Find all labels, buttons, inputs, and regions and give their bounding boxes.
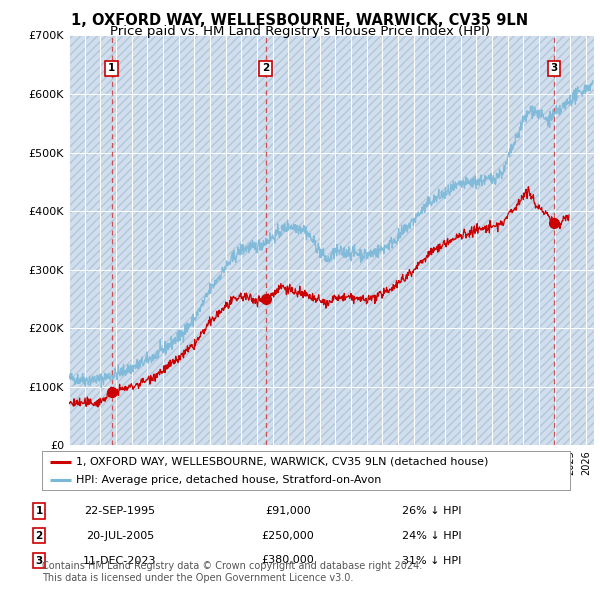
Text: Contains HM Land Registry data © Crown copyright and database right 2024.
This d: Contains HM Land Registry data © Crown c… [42, 561, 422, 583]
Text: 2: 2 [35, 531, 43, 540]
Text: 11-DEC-2023: 11-DEC-2023 [83, 556, 157, 565]
Text: 20-JUL-2005: 20-JUL-2005 [86, 531, 154, 540]
Text: 1: 1 [108, 63, 115, 73]
Text: Price paid vs. HM Land Registry's House Price Index (HPI): Price paid vs. HM Land Registry's House … [110, 25, 490, 38]
Text: £380,000: £380,000 [262, 556, 314, 565]
Text: 22-SEP-1995: 22-SEP-1995 [85, 506, 155, 516]
Text: HPI: Average price, detached house, Stratford-on-Avon: HPI: Average price, detached house, Stra… [76, 475, 382, 485]
Text: 2: 2 [262, 63, 269, 73]
Text: 1: 1 [35, 506, 43, 516]
Text: 31% ↓ HPI: 31% ↓ HPI [403, 556, 461, 565]
Text: £91,000: £91,000 [265, 506, 311, 516]
Text: 3: 3 [550, 63, 557, 73]
Text: 1, OXFORD WAY, WELLESBOURNE, WARWICK, CV35 9LN (detached house): 1, OXFORD WAY, WELLESBOURNE, WARWICK, CV… [76, 457, 488, 467]
Text: 24% ↓ HPI: 24% ↓ HPI [402, 531, 462, 540]
Text: 1, OXFORD WAY, WELLESBOURNE, WARWICK, CV35 9LN: 1, OXFORD WAY, WELLESBOURNE, WARWICK, CV… [71, 13, 529, 28]
Text: 3: 3 [35, 556, 43, 565]
Text: £250,000: £250,000 [262, 531, 314, 540]
Text: 26% ↓ HPI: 26% ↓ HPI [402, 506, 462, 516]
